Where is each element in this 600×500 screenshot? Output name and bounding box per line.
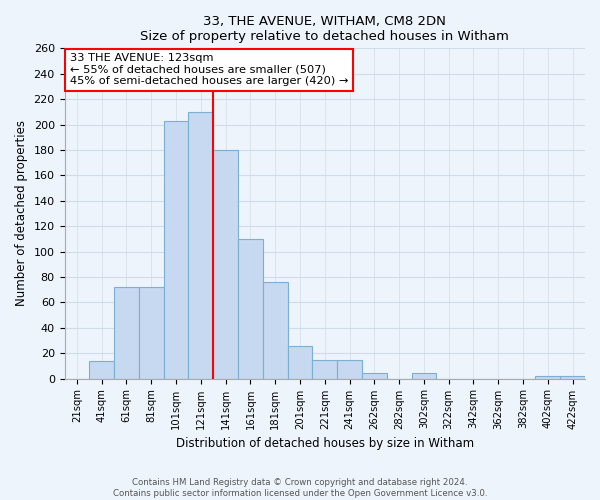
- Bar: [213, 150, 238, 378]
- Bar: [313, 360, 337, 378]
- Text: 33 THE AVENUE: 123sqm
← 55% of detached houses are smaller (507)
45% of semi-det: 33 THE AVENUE: 123sqm ← 55% of detached …: [70, 54, 348, 86]
- Bar: [89, 361, 114, 378]
- Bar: [238, 239, 263, 378]
- Bar: [362, 374, 387, 378]
- Bar: [164, 120, 188, 378]
- X-axis label: Distribution of detached houses by size in Witham: Distribution of detached houses by size …: [176, 437, 474, 450]
- Bar: [139, 287, 164, 378]
- Bar: [535, 376, 560, 378]
- Bar: [287, 346, 313, 378]
- Bar: [114, 287, 139, 378]
- Bar: [560, 376, 585, 378]
- Title: 33, THE AVENUE, WITHAM, CM8 2DN
Size of property relative to detached houses in : 33, THE AVENUE, WITHAM, CM8 2DN Size of …: [140, 15, 509, 43]
- Y-axis label: Number of detached properties: Number of detached properties: [15, 120, 28, 306]
- Bar: [188, 112, 213, 378]
- Bar: [337, 360, 362, 378]
- Text: Contains HM Land Registry data © Crown copyright and database right 2024.
Contai: Contains HM Land Registry data © Crown c…: [113, 478, 487, 498]
- Bar: [412, 374, 436, 378]
- Bar: [263, 282, 287, 378]
